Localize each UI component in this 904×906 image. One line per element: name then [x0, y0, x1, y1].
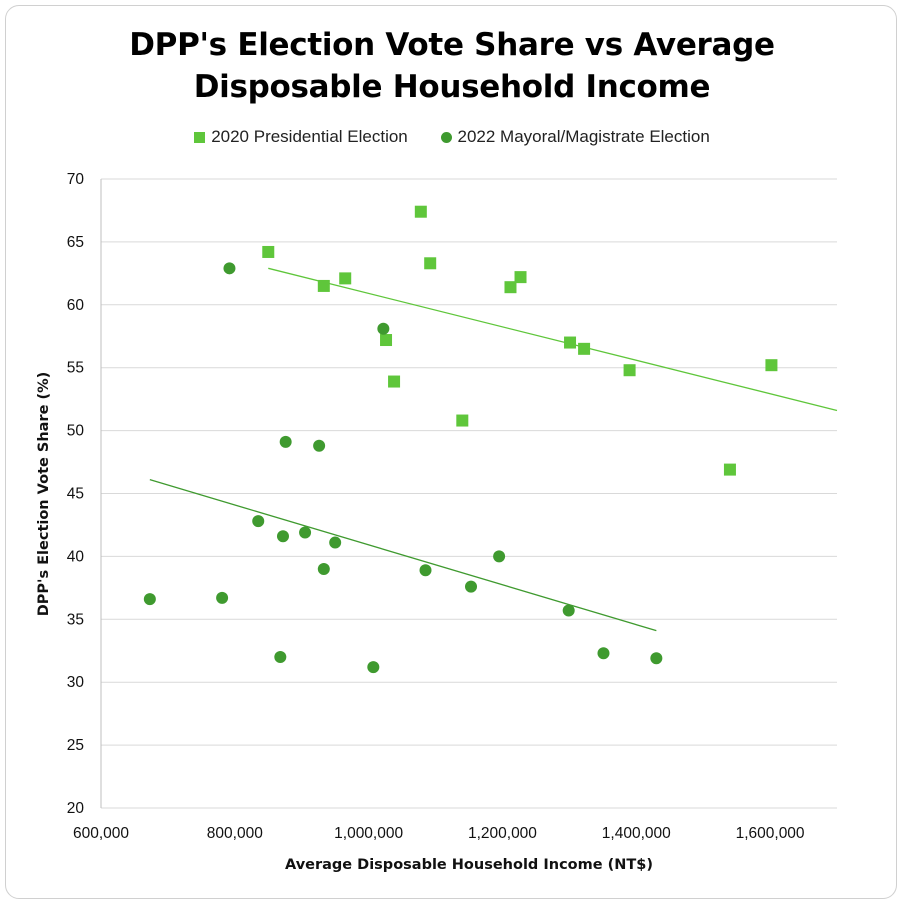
point-square: [414, 205, 427, 218]
x-tick-label: 1,600,000: [736, 825, 805, 842]
point-circle: [274, 651, 287, 664]
circle-marker-icon: [440, 131, 452, 143]
chart-title: DPP's Election Vote Share vs Average Dis…: [0, 24, 904, 108]
point-circle: [562, 604, 575, 617]
y-tick-label: 25: [67, 737, 84, 754]
trendline-series-1: [268, 267, 838, 412]
x-tick-label: 1,200,000: [468, 825, 537, 842]
point-square: [339, 272, 352, 285]
point-circle: [143, 593, 156, 606]
point-circle: [299, 526, 312, 539]
point-square: [578, 342, 591, 355]
chart-card: [5, 5, 897, 899]
point-square: [723, 463, 736, 476]
legend-item-2020: 2020 Presidential Election: [194, 127, 408, 147]
point-circle: [223, 262, 236, 275]
chart-title-line-1: DPP's Election Vote Share vs Average: [129, 27, 775, 63]
point-circle: [465, 580, 478, 593]
point-square: [623, 364, 636, 377]
point-circle: [377, 322, 390, 335]
y-tick-label: 35: [67, 611, 84, 628]
x-axis-title: Average Disposable Household Income (NT$…: [285, 857, 653, 873]
y-tick-label: 70: [67, 171, 85, 188]
point-square: [765, 359, 778, 372]
point-circle: [317, 562, 330, 575]
y-tick-label: 65: [67, 234, 84, 251]
x-tick-label: 1,000,000: [334, 825, 403, 842]
legend-item-2022: 2022 Mayoral/Magistrate Election: [440, 127, 710, 147]
x-tick-label: 800,000: [207, 825, 263, 842]
grid-lines: [101, 178, 837, 809]
legend-label-2020: 2020 Presidential Election: [211, 127, 408, 146]
point-circle: [419, 564, 432, 577]
data-points: [143, 205, 778, 674]
trendlines: [149, 267, 838, 632]
point-square: [514, 271, 527, 284]
chart-title-line-2: Disposable Household Income: [193, 69, 711, 105]
square-marker-icon: [194, 131, 206, 143]
legend-label-2022: 2022 Mayoral/Magistrate Election: [457, 127, 710, 146]
point-square: [262, 245, 275, 258]
y-tick-label: 20: [67, 800, 85, 817]
point-square: [456, 414, 469, 427]
y-tick-label: 55: [67, 360, 84, 377]
point-square: [564, 336, 577, 349]
y-tick-label: 30: [67, 674, 85, 691]
point-circle: [279, 435, 292, 448]
point-square: [388, 375, 401, 388]
point-square: [424, 257, 437, 270]
y-tick-label: 45: [67, 486, 84, 503]
y-axis-title: DPP's Election Vote Share (%): [36, 372, 52, 617]
point-circle: [252, 515, 265, 528]
point-circle: [367, 661, 380, 674]
tick-labels: 20 25 30 35 40 45 50 55 60 65 70 600,000 800,000 1,00…: [67, 171, 805, 842]
point-square: [504, 281, 517, 294]
point-circle: [313, 439, 326, 452]
trendline-series-2: [149, 479, 657, 632]
point-circle: [493, 550, 506, 563]
y-tick-label: 60: [67, 297, 85, 314]
point-circle: [276, 530, 289, 543]
point-square: [317, 279, 330, 292]
point-square: [380, 334, 393, 347]
point-circle: [329, 536, 342, 549]
point-circle: [650, 652, 663, 665]
point-circle: [216, 591, 229, 604]
x-tick-label: 600,000: [73, 825, 129, 842]
y-tick-label: 40: [67, 548, 85, 565]
legend: 2020 Presidential Election 2022 Mayoral/…: [0, 127, 904, 148]
y-tick-label: 50: [67, 423, 85, 440]
x-tick-label: 1,400,000: [602, 825, 671, 842]
point-circle: [597, 647, 610, 660]
